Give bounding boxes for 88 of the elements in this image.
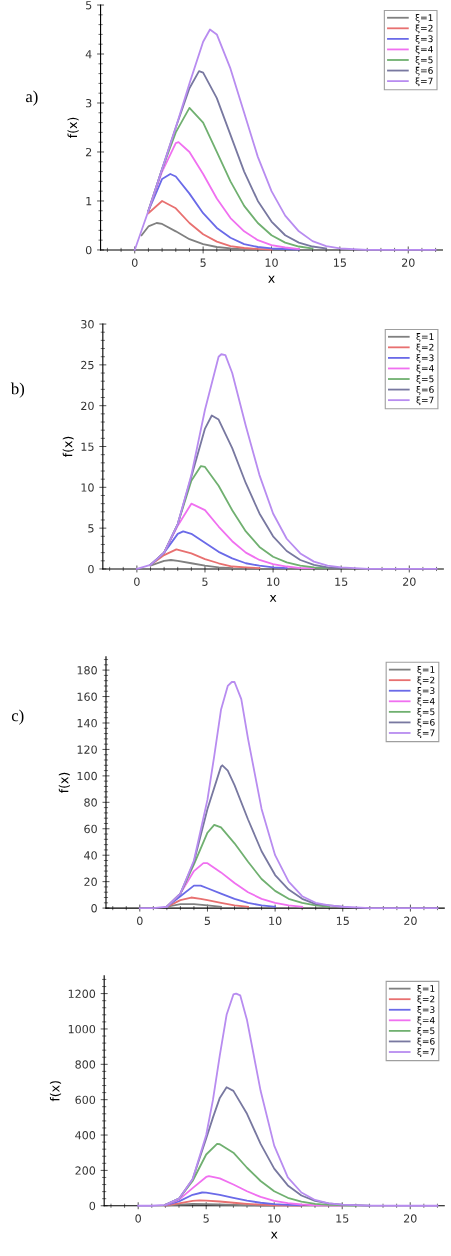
x-tick-label: 0 — [134, 577, 140, 586]
legend-label: ξ=6 — [415, 66, 433, 76]
x-axis-title: x — [269, 594, 277, 602]
legend-label: ξ=1 — [417, 665, 435, 675]
legend-label: ξ=4 — [417, 697, 435, 707]
x-tick-label: 15 — [334, 258, 346, 267]
x-tick-label: 10 — [269, 916, 282, 926]
y-tick-label: 0 — [89, 1201, 96, 1211]
y-tick-label: 3 — [86, 98, 92, 108]
legend-label: ξ=3 — [416, 354, 434, 363]
y-tick-label: 600 — [75, 1095, 96, 1105]
text: c) — [11, 709, 24, 725]
y-tick-label: 400 — [75, 1131, 96, 1140]
x-tick-label: 5 — [200, 258, 206, 267]
y-tick-label: 5 — [88, 524, 94, 533]
x-tick-label: 15 — [336, 1214, 349, 1223]
y-tick-label: 140 — [77, 718, 97, 728]
y-tick-label: 4 — [85, 50, 92, 59]
legend-label: ξ=2 — [416, 343, 434, 353]
y-tick-label: 0 — [91, 904, 97, 913]
legend-label: ξ=1 — [415, 14, 433, 23]
legend-label: ξ=4 — [415, 45, 433, 55]
y-tick-label: 2 — [85, 147, 92, 157]
y-tick-label: 60 — [84, 824, 97, 834]
text: b) — [10, 382, 25, 398]
x-axis-title: x — [268, 275, 275, 283]
legend-label: ξ=5 — [415, 56, 433, 66]
y-tick-label: 180 — [77, 666, 97, 675]
legend-label: ξ=1 — [417, 984, 435, 994]
y-tick-label: 120 — [77, 745, 97, 754]
x-tick-label: 5 — [204, 916, 211, 926]
legend-label: ξ=3 — [417, 687, 435, 696]
y-axis-title: f(x) — [49, 1081, 62, 1102]
x-tick-label: 20 — [401, 258, 415, 267]
y-tick-label: 20 — [81, 401, 94, 411]
x-tick-label: 10 — [268, 1214, 281, 1223]
legend-label: ξ=4 — [417, 1016, 435, 1026]
legend-label: ξ=6 — [417, 718, 435, 728]
y-tick-label: 20 — [84, 877, 97, 887]
x-tick-label: 10 — [265, 258, 278, 267]
y-tick-label: 40 — [84, 851, 97, 860]
legend-label: ξ=4 — [416, 364, 434, 374]
y-tick-label: 1200 — [68, 989, 96, 998]
x-tick-label: 5 — [202, 577, 208, 586]
y-axis-title: f(x) — [62, 436, 74, 457]
x-tick-label: 20 — [403, 1214, 417, 1223]
legend-label: ξ=2 — [417, 995, 435, 1005]
y-tick-label: 0 — [85, 245, 92, 255]
y-tick-label: 5 — [86, 1, 92, 10]
legend-label: ξ=2 — [415, 24, 433, 34]
y-tick-label: 30 — [81, 320, 94, 329]
y-tick-label: 800 — [75, 1060, 96, 1069]
y-tick-label: 1 — [86, 197, 92, 206]
y-tick-label: 1000 — [68, 1024, 96, 1034]
y-tick-label: 80 — [84, 798, 97, 807]
x-axis-title: x — [270, 1231, 278, 1239]
y-tick-label: 160 — [77, 692, 97, 701]
legend-label: ξ=7 — [417, 1048, 435, 1058]
x-tick-label: 5 — [203, 1214, 209, 1223]
legend-label: ξ=1 — [416, 333, 434, 342]
y-tick-label: 200 — [75, 1166, 96, 1175]
x-tick-label: 0 — [131, 258, 138, 267]
legend-label: ξ=6 — [417, 1037, 435, 1047]
legend-label: ξ=7 — [415, 77, 433, 87]
x-tick-label: 20 — [403, 577, 416, 586]
x-tick-label: 0 — [135, 1214, 141, 1223]
y-tick-label: 10 — [81, 483, 94, 492]
x-tick-label: 15 — [335, 577, 348, 586]
y-tick-label: 0 — [88, 564, 94, 574]
legend-label: ξ=5 — [417, 1027, 435, 1036]
y-tick-label: 25 — [81, 360, 94, 370]
legend-label: ξ=3 — [415, 35, 433, 44]
y-tick-label: 15 — [81, 442, 94, 451]
text: a) — [25, 90, 38, 106]
legend-label: ξ=3 — [417, 1006, 435, 1015]
y-axis-title: f(x) — [58, 772, 70, 793]
legend-label: ξ=5 — [417, 708, 435, 717]
y-axis-title: f(x) — [67, 117, 79, 138]
y-tick-label: 100 — [77, 771, 97, 781]
legend-label: ξ=2 — [417, 676, 435, 686]
x-tick-label: 0 — [137, 916, 143, 926]
x-tick-label: 15 — [336, 916, 349, 926]
x-tick-label: 10 — [267, 577, 280, 586]
legend-label: ξ=6 — [416, 385, 434, 395]
legend-label: ξ=5 — [416, 375, 434, 385]
legend-label: ξ=7 — [417, 729, 435, 739]
x-tick-label: 20 — [404, 916, 417, 926]
legend-label: ξ=7 — [416, 396, 434, 406]
